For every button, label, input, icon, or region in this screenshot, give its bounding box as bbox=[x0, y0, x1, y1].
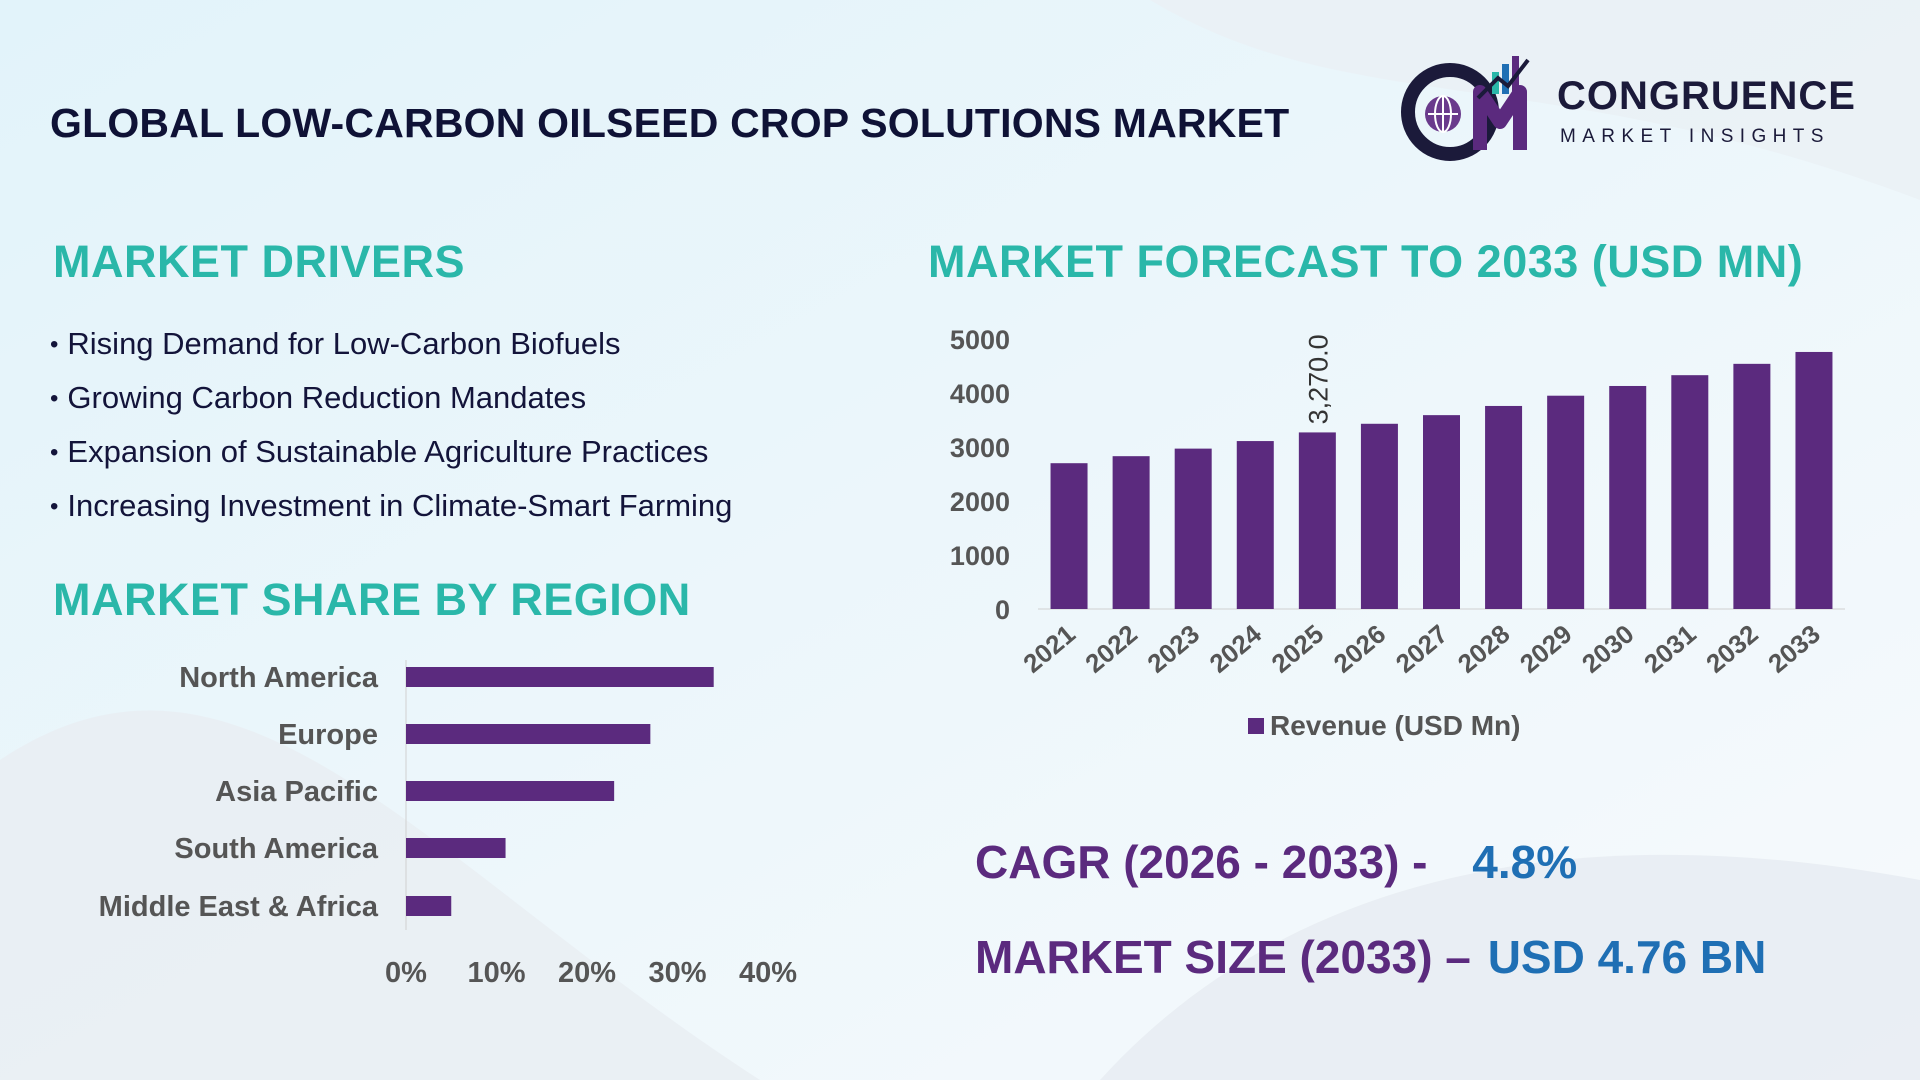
y-tick-label: 5000 bbox=[950, 325, 1010, 355]
legend-label: Revenue (USD Mn) bbox=[1270, 710, 1520, 741]
region-bar bbox=[406, 724, 651, 744]
region-bar bbox=[406, 781, 615, 801]
forecast-bar bbox=[1236, 441, 1274, 609]
x-tick-label: 2024 bbox=[1204, 618, 1268, 679]
forecast-bar bbox=[1547, 395, 1585, 609]
forecast-bar bbox=[1485, 405, 1523, 609]
x-tick-label: 30% bbox=[648, 957, 706, 989]
region-bar bbox=[406, 896, 452, 916]
forecast-bar bbox=[1050, 463, 1088, 609]
forecast-bar bbox=[1360, 423, 1398, 609]
logo-tagline: MARKET INSIGHTS bbox=[1560, 126, 1830, 147]
region-label: North America bbox=[179, 662, 379, 694]
region-label: South America bbox=[174, 833, 378, 865]
market-size-row: MARKET SIZE (2033) – USD 4.76 BN bbox=[975, 930, 1766, 984]
logo-mark-icon bbox=[1401, 56, 1530, 161]
x-tick-label: 2033 bbox=[1762, 619, 1826, 679]
forecast-bar bbox=[1795, 351, 1833, 609]
region-bar bbox=[406, 667, 714, 687]
forecast-bar bbox=[1733, 363, 1771, 609]
region-label: Asia Pacific bbox=[215, 776, 378, 808]
driver-item: Expansion of Sustainable Agriculture Pra… bbox=[50, 430, 732, 484]
x-tick-label: 2032 bbox=[1700, 619, 1764, 679]
region-heading: MARKET SHARE BY REGION bbox=[53, 574, 691, 625]
drivers-heading: MARKET DRIVERS bbox=[53, 236, 466, 287]
logo-name: CONGRUENCE bbox=[1557, 74, 1856, 118]
x-tick-label: 2030 bbox=[1576, 619, 1640, 679]
company-logo: CONGRUENCE MARKET INSIGHTS bbox=[1400, 52, 1880, 162]
y-tick-label: 4000 bbox=[950, 379, 1010, 409]
x-tick-label: 2031 bbox=[1638, 619, 1702, 679]
cagr-label: CAGR (2026 - 2033) - bbox=[975, 836, 1428, 888]
region-share-chart: North America Europe Asia Pacific South Ame… bbox=[99, 660, 797, 989]
x-tick-label: 20% bbox=[558, 957, 616, 989]
market-size-value: USD 4.76 BN bbox=[1487, 931, 1767, 983]
cagr-value: 4.8% bbox=[1472, 836, 1578, 888]
x-tick-label: 0% bbox=[385, 957, 427, 989]
forecast-bar bbox=[1298, 432, 1336, 609]
region-label: Middle East & Africa bbox=[99, 891, 379, 923]
region-bar bbox=[406, 838, 506, 858]
x-tick-label: 2026 bbox=[1328, 619, 1392, 679]
forecast-bar bbox=[1174, 448, 1212, 609]
x-tick-label: 2021 bbox=[1017, 619, 1081, 679]
x-tick-label: 10% bbox=[467, 957, 525, 989]
forecast-bar bbox=[1112, 456, 1150, 609]
y-tick-label: 1000 bbox=[950, 541, 1010, 571]
forecast-bar bbox=[1671, 375, 1709, 609]
forecast-heading: MARKET FORECAST TO 2033 (USD MN) bbox=[928, 236, 1804, 287]
x-tick-label: 2023 bbox=[1141, 619, 1205, 679]
y-tick-label: 3000 bbox=[950, 433, 1010, 463]
forecast-bar bbox=[1609, 385, 1647, 609]
page-title: GLOBAL LOW-CARBON OILSEED CROP SOLUTIONS… bbox=[50, 100, 1290, 146]
driver-item: Increasing Investment in Climate-Smart F… bbox=[50, 484, 732, 538]
driver-item: Growing Carbon Reduction Mandates bbox=[50, 376, 732, 430]
x-tick-label: 2025 bbox=[1266, 619, 1330, 679]
bar-data-label: 3,270.0 bbox=[1303, 334, 1333, 424]
x-tick-label: 2027 bbox=[1390, 619, 1454, 679]
region-label: Europe bbox=[278, 719, 378, 751]
legend-swatch bbox=[1248, 718, 1264, 734]
x-tick-label: 2022 bbox=[1079, 619, 1143, 679]
forecast-bar bbox=[1423, 415, 1460, 609]
y-tick-label: 0 bbox=[995, 595, 1010, 625]
cagr-row: CAGR (2026 - 2033) - 4.8% bbox=[975, 835, 1577, 889]
x-tick-label: 2028 bbox=[1452, 619, 1516, 679]
forecast-chart: 0100020003000400050002021202220232024202… bbox=[950, 325, 1845, 741]
market-size-label: MARKET SIZE (2033) – bbox=[975, 931, 1471, 983]
y-tick-label: 2000 bbox=[950, 487, 1010, 517]
driver-item: Rising Demand for Low-Carbon Biofuels bbox=[50, 322, 732, 376]
drivers-list: Rising Demand for Low-Carbon Biofuels Gr… bbox=[50, 322, 732, 538]
x-tick-label: 2029 bbox=[1514, 619, 1578, 679]
x-tick-label: 40% bbox=[739, 957, 797, 989]
